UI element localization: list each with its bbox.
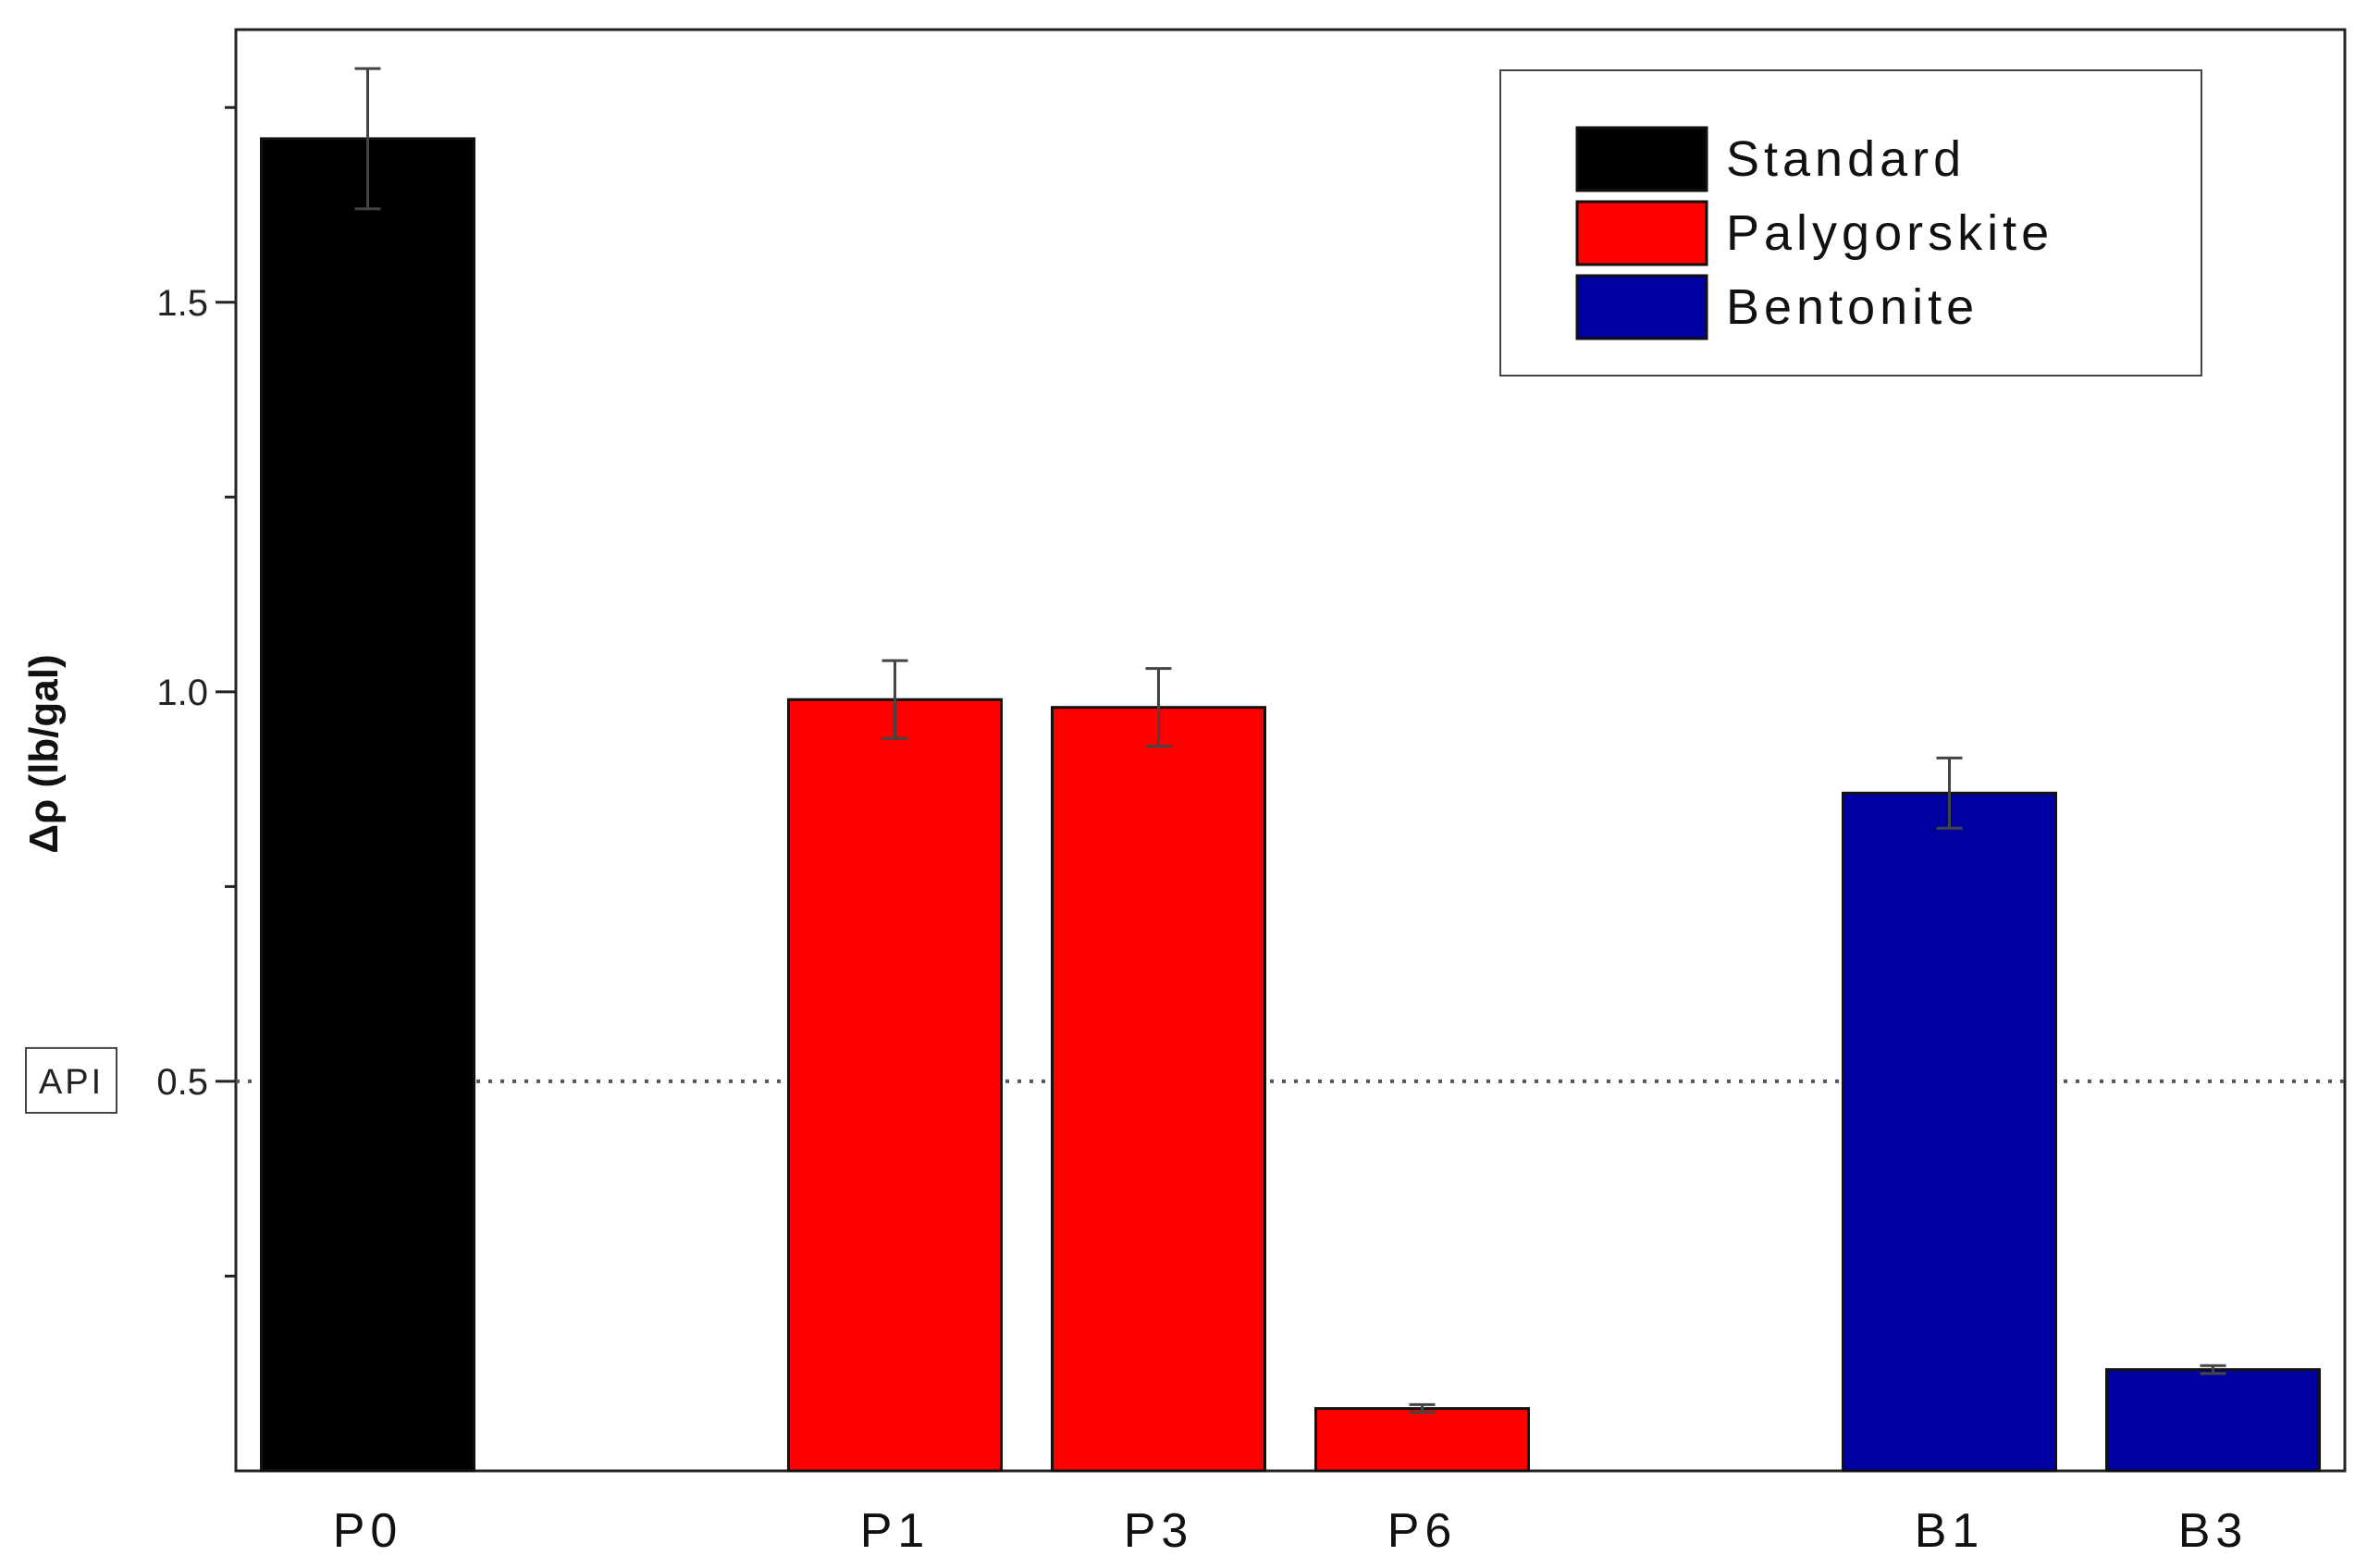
legend-items: Standard Palygorskite Bentonite — [1575, 126, 2053, 340]
bar-b1 — [1842, 791, 2057, 1473]
x-label-p0: P0 — [333, 1504, 403, 1558]
x-axis-labels: P0 P1 P3 P6 B1 B3 — [333, 1504, 2249, 1558]
y-tick-label: 0.5 — [156, 1062, 208, 1103]
legend-swatch-standard — [1575, 126, 1708, 192]
x-label-b1: B1 — [1915, 1504, 1985, 1558]
x-label-p6: P6 — [1387, 1504, 1458, 1558]
bar-p6 — [1314, 1407, 1530, 1473]
bar-p3 — [1051, 706, 1266, 1473]
api-reference-label: API — [39, 1063, 104, 1102]
y-axis-ticks: 0.5 1.0 1.5 — [156, 105, 236, 1278]
legend: Standard Palygorskite Bentonite — [1499, 69, 2202, 377]
y-axis-title: Δρ (lb/gal) — [21, 654, 67, 853]
bar-b3 — [2105, 1368, 2321, 1473]
x-label-p3: P3 — [1124, 1504, 1194, 1558]
bar-p1 — [787, 698, 1003, 1473]
legend-swatch-palygorskite — [1575, 200, 1708, 266]
y-tick-label: 1.5 — [156, 283, 208, 324]
legend-label-palygorskite: Palygorskite — [1726, 205, 2053, 261]
legend-label-standard: Standard — [1726, 131, 1966, 187]
x-label-p1: P1 — [860, 1504, 931, 1558]
legend-label-bentonite: Bentonite — [1726, 279, 1979, 335]
legend-swatch-bentonite — [1575, 274, 1708, 340]
bars — [260, 67, 2321, 1473]
y-tick-label: 1.0 — [156, 673, 208, 713]
x-label-b3: B3 — [2178, 1504, 2249, 1558]
bar-p0 — [260, 137, 475, 1473]
api-reference-label-box — [25, 1046, 117, 1114]
plot-frame — [234, 28, 2347, 1473]
